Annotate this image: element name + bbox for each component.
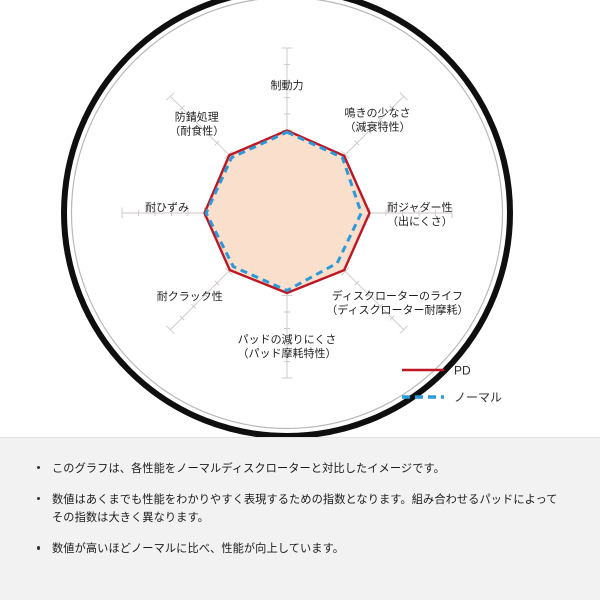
radar-tick <box>366 292 372 298</box>
radar-tick <box>214 280 220 286</box>
note-text: このグラフは、各性能をノーマルディスクローターと対比したイメージです。 <box>52 463 445 475</box>
chart-legend: PD ノーマル <box>402 364 502 405</box>
axis-label-4: パッドの減りにくさ（パッド摩耗特性） <box>238 332 337 360</box>
legend-label-PD: PD <box>454 364 471 378</box>
radar-tick <box>377 303 383 309</box>
axis-label-5: 耐クラック性 <box>157 289 223 303</box>
radar-tick <box>214 140 220 146</box>
axis-label-1: 鳴きの少なさ（減衰特性） <box>345 105 411 133</box>
axis-label-line1: 耐ひずみ <box>145 201 189 214</box>
axis-label-line2: （耐食性） <box>169 124 224 138</box>
legend-label-ノーマル: ノーマル <box>454 391 502 405</box>
radar-tick <box>224 267 233 276</box>
radar-series-group <box>203 129 371 295</box>
bullet-icon <box>37 546 41 550</box>
bullet-icon <box>37 496 41 501</box>
radar-tick <box>179 315 185 321</box>
axis-label-line1: 耐ジャダー性 <box>387 200 452 214</box>
axis-label-line1: 鳴きの少なさ <box>345 105 411 119</box>
radar-tick <box>399 92 408 101</box>
radar-tick <box>179 105 185 111</box>
radar-tick <box>166 92 175 101</box>
disc-rotor-illustration <box>61 0 513 437</box>
axis-label-line2: （ディスクローター耐摩耗） <box>326 302 468 316</box>
axis-label-line2: （出にくさ） <box>387 214 453 228</box>
radar-tick <box>202 128 208 134</box>
radar-series-normal <box>204 130 363 293</box>
radar-tick <box>191 303 197 309</box>
radar-tick <box>354 280 360 286</box>
axis-label-6: 耐ひずみ <box>145 201 189 214</box>
axis-label-line1: ディスクローターのライフ <box>332 288 463 302</box>
radar-tick <box>202 292 208 298</box>
chart-panel: 制動力 鳴きの少なさ（減衰特性） 耐ジャダー性（出にくさ） ディスクローターのライフ（… <box>61 0 513 437</box>
note-item: 数値はあくまでも性能をわかりやすく表現するための指数となります。組み合わせるパッ… <box>37 491 560 527</box>
notes-list: このグラフは、各性能をノーマルディスクローターと対比したイメージです。 数値はあ… <box>0 438 600 559</box>
radar-tick <box>377 117 383 123</box>
radar-tick <box>366 128 372 134</box>
rotor-inner-ring <box>70 0 504 430</box>
radar-tick <box>389 315 395 321</box>
axis-label-line1: パッドの減りにくさ <box>238 332 337 346</box>
radar-tick <box>399 325 408 334</box>
axis-label-2: 耐ジャダー性（出にくさ） <box>387 200 453 228</box>
axis-label-7: 防錆処理（耐食性） <box>169 110 224 138</box>
note-item: このグラフは、各性能をノーマルディスクローターと対比したイメージです。 <box>37 460 560 478</box>
note-text: 数値が高いほどノーマルに比べ、性能が向上しています。 <box>52 543 345 556</box>
notes-panel: このグラフは、各性能をノーマルディスクローターと対比したイメージです。 数値はあ… <box>0 437 600 600</box>
radar-tick <box>166 325 175 334</box>
axis-label-line2: （パッド摩耗特性） <box>238 346 337 360</box>
radar-chart: 制動力鳴きの少なさ（減衰特性）耐ジャダー性（出にくさ）ディスクローターのライフ（… <box>61 0 513 437</box>
radar-tick <box>341 267 350 276</box>
radar-tick <box>389 105 395 111</box>
note-text: 数値はあくまでも性能をわかりやすく表現するための指数となります。組み合わせるパッ… <box>52 494 558 525</box>
radar-tick <box>191 117 197 123</box>
axis-label-0: 制動力 <box>271 78 304 92</box>
radar-series-pd <box>203 129 371 295</box>
radar-tick <box>354 140 360 146</box>
radar-axis-labels: 制動力鳴きの少なさ（減衰特性）耐ジャダー性（出にくさ）ディスクローターのライフ（… <box>145 78 468 360</box>
axis-label-line1: 耐クラック性 <box>157 289 223 303</box>
radar-tick <box>341 150 350 159</box>
axis-label-line1: 制動力 <box>271 78 304 92</box>
axis-label-3: ディスクローターのライフ（ディスクローター耐摩耗） <box>326 288 468 316</box>
bullet-icon <box>37 465 41 470</box>
axis-label-line1: 防錆処理 <box>175 110 219 124</box>
rotor-outer-ring <box>61 0 513 437</box>
note-item: 数値が高いほどノーマルに比べ、性能が向上しています。 <box>37 540 560 558</box>
axis-label-line2: （減衰特性） <box>345 119 411 133</box>
